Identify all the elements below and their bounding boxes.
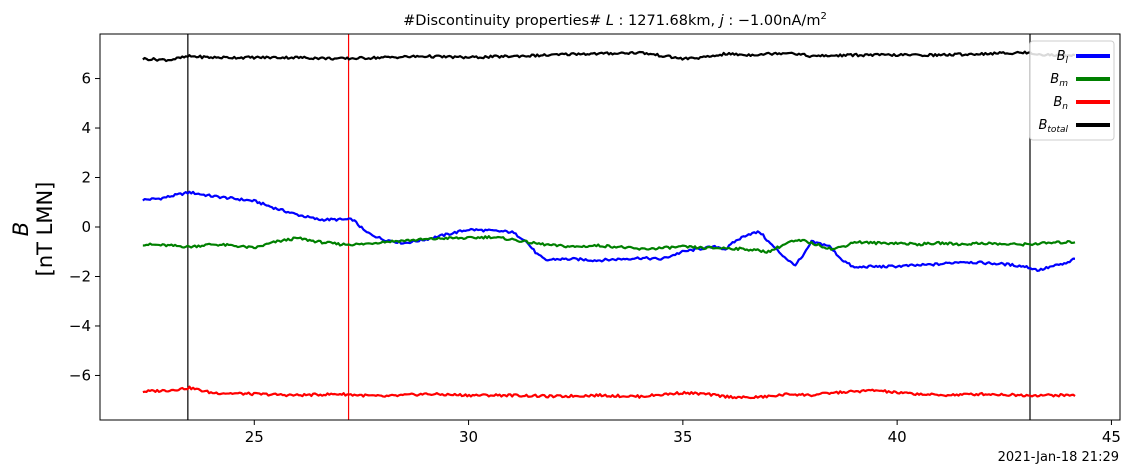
legend-box [1029, 40, 1115, 141]
series-line-l [142, 190, 1076, 273]
series-line-total [142, 50, 1076, 63]
y-axis-label-symbol: B [9, 222, 33, 236]
y-axis-label: B [nT LMN] [9, 182, 57, 277]
x-tick-label: 40 [888, 428, 907, 446]
legend-label-total: Btotal [1038, 118, 1068, 135]
plot-title: #Discontinuity properties# L : 1271.68km… [403, 11, 827, 29]
x-axis-ticks: 25 30 35 40 45 [245, 420, 1121, 446]
title-L-symbol: L [606, 13, 614, 29]
x-tick-label: 30 [459, 428, 478, 446]
x-tick-label: 35 [673, 428, 692, 446]
legend-entries: Bl Bm Bn Btotal [1038, 49, 1110, 135]
legend-label-m: Bm [1050, 72, 1068, 89]
legend: Bl Bm Bn Btotal [1029, 40, 1115, 141]
title-prefix: #Discontinuity properties# [403, 13, 606, 29]
y-tick-label: 2 [81, 169, 91, 187]
y-axis-ticks: −6 −4 −2 0 2 4 6 [69, 70, 100, 384]
timestamp-footer: 2021-Jan-18 21:29 [998, 450, 1119, 465]
series-lines [142, 50, 1076, 400]
y-tick-label: 0 [81, 218, 91, 236]
title-L-value: : 1271.68km, [614, 13, 720, 29]
series-line-n [142, 385, 1076, 400]
y-axis-label-units: [nT LMN] [33, 182, 57, 277]
y-tick-label: −6 [69, 366, 91, 384]
y-tick-label: 4 [81, 119, 91, 137]
chart-title: #Discontinuity properties# L : 1271.68km… [403, 11, 827, 29]
x-tick-label: 25 [245, 428, 264, 446]
y-tick-label: −2 [69, 267, 91, 285]
title-j-value: : −1.00nA/m [724, 13, 821, 29]
legend-label-n: Bn [1053, 95, 1068, 112]
legend-label-l: Bl [1057, 49, 1069, 66]
x-tick-label: 45 [1102, 428, 1121, 446]
title-j-exponent: 2 [820, 11, 826, 22]
y-tick-label: 6 [81, 70, 91, 88]
y-tick-label: −4 [69, 317, 91, 335]
series-line-m [142, 235, 1076, 254]
title-j-symbol: j [718, 13, 725, 29]
